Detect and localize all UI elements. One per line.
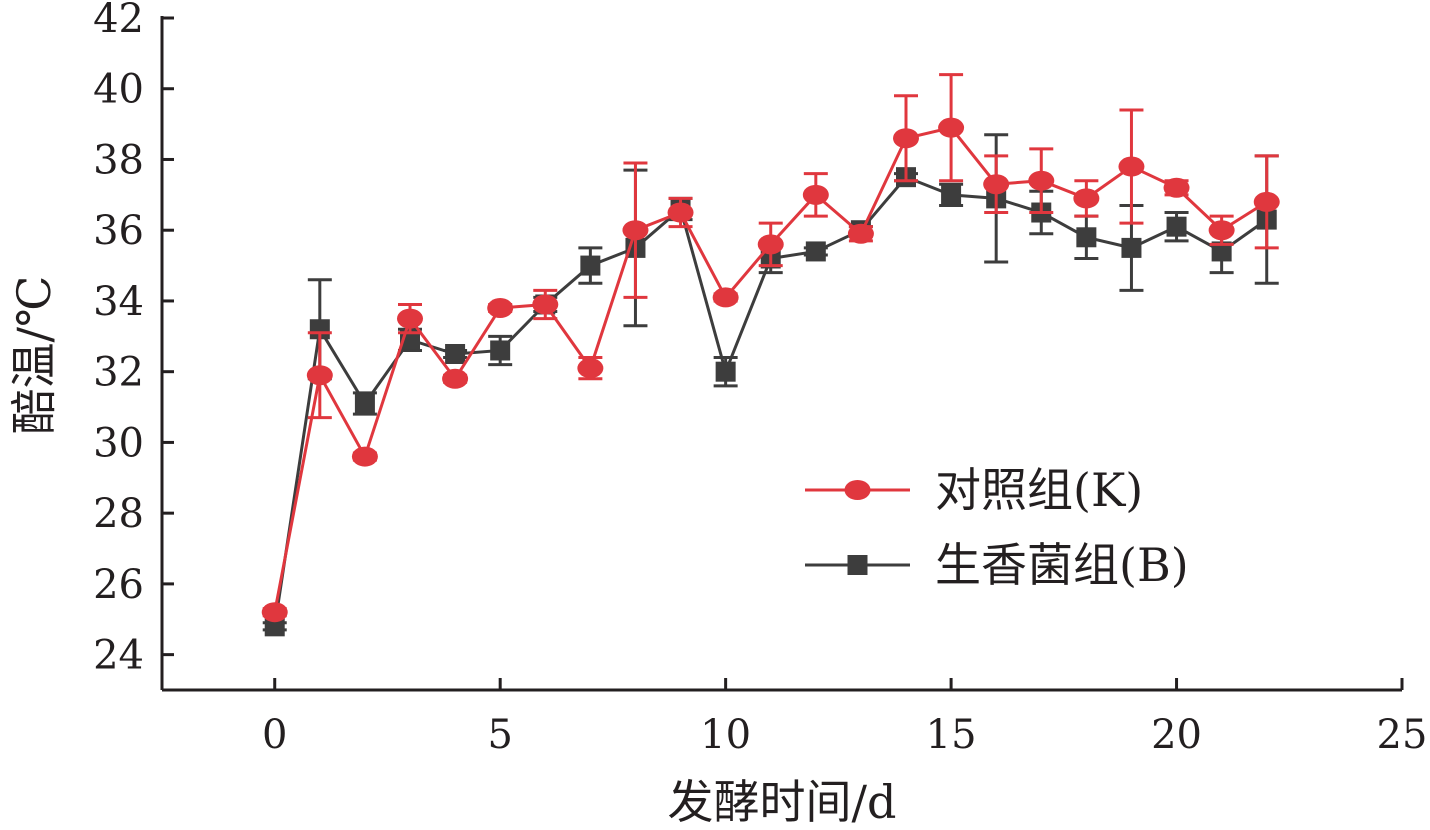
data-point bbox=[306, 365, 333, 386]
x-axis-label: 发酵时间/d bbox=[668, 775, 897, 829]
data-point bbox=[712, 287, 739, 308]
y-axis-label: 醅温/℃ bbox=[7, 276, 61, 435]
data-point bbox=[577, 358, 604, 379]
y-tick-label: 34 bbox=[93, 279, 144, 325]
x-tick-label: 10 bbox=[700, 712, 751, 758]
data-point bbox=[1163, 177, 1190, 198]
legend: 对照组(K) 生香菌组(B) bbox=[805, 463, 1189, 592]
data-point bbox=[1211, 241, 1232, 262]
data-point bbox=[757, 234, 784, 255]
data-point bbox=[1118, 156, 1145, 177]
data-point bbox=[622, 220, 649, 241]
data-point bbox=[938, 117, 965, 138]
x-tick-label: 0 bbox=[262, 712, 287, 758]
data-point bbox=[397, 308, 423, 329]
legend-label: 对照组(K) bbox=[935, 463, 1143, 517]
data-point bbox=[1076, 227, 1097, 248]
y-tick-label: 32 bbox=[93, 350, 144, 396]
data-point bbox=[802, 184, 829, 205]
y-tick-label: 42 bbox=[93, 0, 144, 42]
plot-area bbox=[261, 73, 1280, 637]
data-point bbox=[490, 340, 511, 361]
data-point bbox=[893, 128, 919, 149]
data-point bbox=[442, 368, 469, 389]
y-tick-label: 30 bbox=[93, 420, 144, 466]
data-point bbox=[667, 202, 694, 223]
data-point bbox=[1253, 191, 1280, 212]
data-point bbox=[847, 223, 874, 244]
data-point bbox=[983, 174, 1010, 195]
x-tick-label: 20 bbox=[1151, 712, 1202, 758]
data-point bbox=[580, 255, 601, 276]
y-tick-label: 24 bbox=[93, 633, 144, 679]
data-point bbox=[1208, 220, 1235, 241]
x-tick-label: 5 bbox=[487, 712, 512, 758]
data-point bbox=[805, 241, 826, 262]
data-point bbox=[715, 361, 736, 382]
y-tick-label: 26 bbox=[93, 562, 144, 608]
data-point bbox=[354, 393, 375, 414]
series-1 bbox=[261, 73, 1280, 623]
x-tick-label: 25 bbox=[1377, 712, 1428, 758]
data-point bbox=[1028, 170, 1055, 191]
legend-label: 生香菌组(B) bbox=[935, 538, 1189, 592]
data-point bbox=[1166, 216, 1187, 237]
data-point bbox=[487, 298, 514, 319]
x-tick-label: 15 bbox=[926, 712, 977, 758]
y-tick-label: 38 bbox=[93, 137, 144, 183]
data-point bbox=[1073, 188, 1100, 209]
legend-marker bbox=[847, 555, 868, 575]
data-point bbox=[445, 344, 466, 364]
data-point bbox=[532, 294, 559, 315]
data-point bbox=[941, 184, 962, 205]
data-point bbox=[351, 446, 378, 467]
y-tick-label: 36 bbox=[93, 208, 144, 254]
y-tick-label: 28 bbox=[93, 491, 144, 537]
data-point bbox=[261, 602, 288, 623]
legend-marker bbox=[844, 480, 871, 500]
data-point bbox=[1121, 237, 1142, 258]
y-tick-label: 40 bbox=[93, 67, 144, 113]
axes: 0 5 10 15 20 25 24 26 28 30 32 34 36 38 40 42 bbox=[93, 0, 1427, 758]
